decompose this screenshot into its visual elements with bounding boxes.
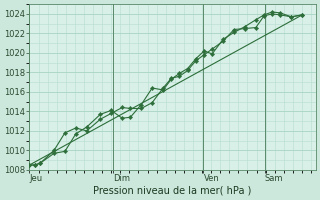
X-axis label: Pression niveau de la mer( hPa ): Pression niveau de la mer( hPa ) xyxy=(93,186,252,196)
